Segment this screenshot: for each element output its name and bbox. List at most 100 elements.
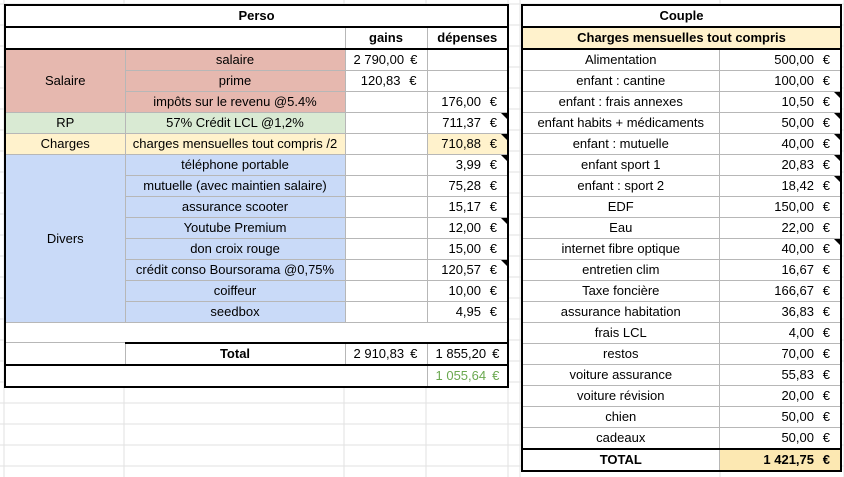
perso-header-empty[interactable]: [4, 26, 346, 50]
perso-row-label[interactable]: impôts sur le revenu @5.4%: [124, 91, 346, 113]
couple-row-label[interactable]: enfant : mutuelle: [521, 133, 720, 155]
couple-row-label[interactable]: voiture révision: [521, 385, 720, 407]
perso-row-depense[interactable]: 711,37 €: [426, 112, 509, 134]
perso-row-gain[interactable]: 2 790,00 €: [344, 48, 428, 71]
perso-balance[interactable]: 1 055,64 €: [426, 364, 509, 387]
perso-total-depenses[interactable]: 1 855,20 €: [426, 341, 509, 366]
total-empty[interactable]: [4, 342, 126, 366]
couple-row-label[interactable]: Eau: [521, 217, 720, 239]
group-label-rp[interactable]: RP: [4, 112, 126, 134]
couple-row-label[interactable]: voiture assurance: [521, 364, 720, 386]
couple-row-label[interactable]: frais LCL: [521, 322, 720, 344]
couple-row-value[interactable]: 40,00 €: [718, 133, 842, 155]
perso-row-depense[interactable]: 10,00 €: [426, 280, 509, 302]
perso-row-label[interactable]: salaire: [124, 48, 346, 71]
couple-row: EDF 150,00 €: [521, 196, 842, 218]
couple-row-label[interactable]: enfant : cantine: [521, 70, 720, 92]
col-header-depenses[interactable]: dépenses: [426, 26, 509, 50]
couple-row-value[interactable]: 20,00 €: [718, 385, 842, 407]
couple-row-value[interactable]: 50,00 €: [718, 427, 842, 450]
perso-row-gain[interactable]: [344, 280, 428, 302]
couple-row-value[interactable]: 4,00 €: [718, 322, 842, 344]
perso-row-gain[interactable]: [344, 238, 428, 260]
couple-row-label[interactable]: internet fibre optique: [521, 238, 720, 260]
perso-row-depense[interactable]: 12,00 €: [426, 217, 509, 239]
couple-row-label[interactable]: enfant : frais annexes: [521, 91, 720, 113]
perso-row-label[interactable]: don croix rouge: [124, 238, 346, 260]
couple-row-label[interactable]: Alimentation: [521, 48, 720, 71]
perso-row-depense[interactable]: 15,17 €: [426, 196, 509, 218]
couple-row-value[interactable]: 36,83 €: [718, 301, 842, 323]
group-label-divers[interactable]: Divers: [4, 154, 126, 323]
couple-row-label[interactable]: chien: [521, 406, 720, 428]
couple-row-value[interactable]: 22,00 €: [718, 217, 842, 239]
couple-row-label[interactable]: cadeaux: [521, 427, 720, 450]
perso-row-depense[interactable]: 120,57 €: [426, 259, 509, 281]
couple-row-value[interactable]: 50,00 €: [718, 112, 842, 134]
spacer-row[interactable]: [4, 322, 509, 343]
perso-row-depense[interactable]: 15,00 €: [426, 238, 509, 260]
couple-row-value[interactable]: 500,00 €: [718, 48, 842, 71]
couple-row-value[interactable]: 150,00 €: [718, 196, 842, 218]
perso-row-gain[interactable]: [344, 154, 428, 176]
couple-row-value[interactable]: 100,00 €: [718, 70, 842, 92]
couple-row-label[interactable]: enfant habits + médicaments: [521, 112, 720, 134]
couple-row-value[interactable]: 166,67 €: [718, 280, 842, 302]
perso-row-depense[interactable]: [426, 70, 509, 92]
perso-row-gain[interactable]: [344, 175, 428, 197]
perso-row-gain[interactable]: [344, 217, 428, 239]
perso-row-gain[interactable]: [344, 112, 428, 134]
perso-row-gain[interactable]: [344, 301, 428, 323]
perso-row-depense[interactable]: 4,95 €: [426, 301, 509, 323]
couple-row-value[interactable]: 20,83 €: [718, 154, 842, 176]
group-label-salaire[interactable]: Salaire: [4, 48, 126, 113]
couple-row-label[interactable]: EDF: [521, 196, 720, 218]
perso-row-label[interactable]: mutuelle (avec maintien salaire): [124, 175, 346, 197]
couple-row: entretien clim 16,67 €: [521, 259, 842, 281]
perso-row-label[interactable]: 57% Crédit LCL @1,2%: [124, 112, 346, 134]
couple-row-value[interactable]: 70,00 €: [718, 343, 842, 365]
couple-total-label[interactable]: TOTAL: [521, 448, 720, 472]
perso-total-gains[interactable]: 2 910,83 €: [344, 341, 428, 366]
couple-total-value[interactable]: 1 421,75 €: [718, 448, 842, 472]
couple-row-label[interactable]: entretien clim: [521, 259, 720, 281]
perso-row-gain[interactable]: [344, 196, 428, 218]
couple-row-label[interactable]: enfant : sport 2: [521, 175, 720, 197]
perso-row-label[interactable]: téléphone portable: [124, 154, 346, 176]
couple-row: enfant : frais annexes 10,50 €: [521, 91, 842, 113]
couple-row: enfant : cantine 100,00 €: [521, 70, 842, 92]
perso-row-depense[interactable]: 710,88 €: [426, 133, 509, 155]
couple-row-label[interactable]: enfant sport 1: [521, 154, 720, 176]
col-header-gains[interactable]: gains: [344, 26, 428, 50]
couple-row-value[interactable]: 50,00 €: [718, 406, 842, 428]
couple-row-value[interactable]: 10,50 €: [718, 91, 842, 113]
perso-row-depense[interactable]: 75,28 €: [426, 175, 509, 197]
couple-subtitle[interactable]: Charges mensuelles tout compris: [521, 26, 842, 50]
couple-row-value[interactable]: 55,83 €: [718, 364, 842, 386]
couple-row-value[interactable]: 18,42 €: [718, 175, 842, 197]
perso-row-label[interactable]: Youtube Premium: [124, 217, 346, 239]
perso-title[interactable]: Perso: [4, 4, 509, 28]
couple-row-value[interactable]: 40,00 €: [718, 238, 842, 260]
balance-empty[interactable]: [4, 364, 428, 387]
perso-row-label[interactable]: seedbox: [124, 301, 346, 323]
perso-row-depense[interactable]: 3,99 €: [426, 154, 509, 176]
perso-row-depense[interactable]: [426, 48, 509, 71]
perso-row-gain[interactable]: [344, 259, 428, 281]
perso-row-label[interactable]: crédit conso Boursorama @0,75%: [124, 259, 346, 281]
perso-row-label[interactable]: assurance scooter: [124, 196, 346, 218]
couple-row-label[interactable]: assurance habitation: [521, 301, 720, 323]
perso-row-label[interactable]: coiffeur: [124, 280, 346, 302]
perso-total-label[interactable]: Total: [124, 341, 346, 366]
perso-row-label[interactable]: charges mensuelles tout compris /2: [124, 133, 346, 155]
group-label-charges[interactable]: Charges: [4, 133, 126, 155]
couple-row-value[interactable]: 16,67 €: [718, 259, 842, 281]
couple-title[interactable]: Couple: [521, 4, 842, 28]
perso-row-gain[interactable]: 120,83 €: [344, 70, 428, 92]
couple-row-label[interactable]: Taxe foncière: [521, 280, 720, 302]
couple-row-label[interactable]: restos: [521, 343, 720, 365]
perso-row-gain[interactable]: [344, 133, 428, 155]
perso-row-gain[interactable]: [344, 91, 428, 113]
perso-row-depense[interactable]: 176,00 €: [426, 91, 509, 113]
perso-row-label[interactable]: prime: [124, 70, 346, 92]
